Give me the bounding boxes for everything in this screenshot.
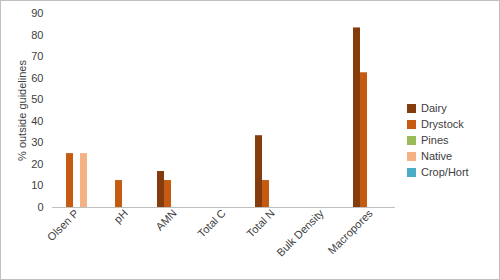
svg-text:30: 30	[31, 136, 43, 148]
svg-text:AMN: AMN	[153, 207, 179, 233]
html-text:Pines: Pines	[421, 134, 449, 146]
svg-text:Bulk Density: Bulk Density	[274, 207, 326, 259]
svg-text:% outside guidelines: % outside guidelines	[16, 60, 28, 161]
svg-text:90: 90	[31, 7, 43, 19]
svg-text:20: 20	[31, 158, 43, 170]
html-text:Crop/Hort: Crop/Hort	[421, 166, 469, 178]
html-text:Drystock: Drystock	[421, 118, 464, 130]
svg-text:Olsen P: Olsen P	[45, 207, 81, 243]
svg-text:50: 50	[31, 93, 43, 105]
svg-text:Macropores: Macropores	[325, 207, 375, 257]
svg-text:80: 80	[31, 29, 43, 41]
svg-text:40: 40	[31, 115, 43, 127]
svg-text:70: 70	[31, 50, 43, 62]
svg-text:0: 0	[37, 201, 43, 213]
svg-text:Total C: Total C	[195, 207, 228, 240]
svg-text:60: 60	[31, 72, 43, 84]
svg-text:10: 10	[31, 179, 43, 191]
html-text:Native: Native	[421, 150, 453, 162]
svg-text:pH: pH	[111, 207, 129, 225]
html-text:Dairy: Dairy	[421, 102, 447, 114]
svg-text:Total N: Total N	[244, 207, 277, 240]
